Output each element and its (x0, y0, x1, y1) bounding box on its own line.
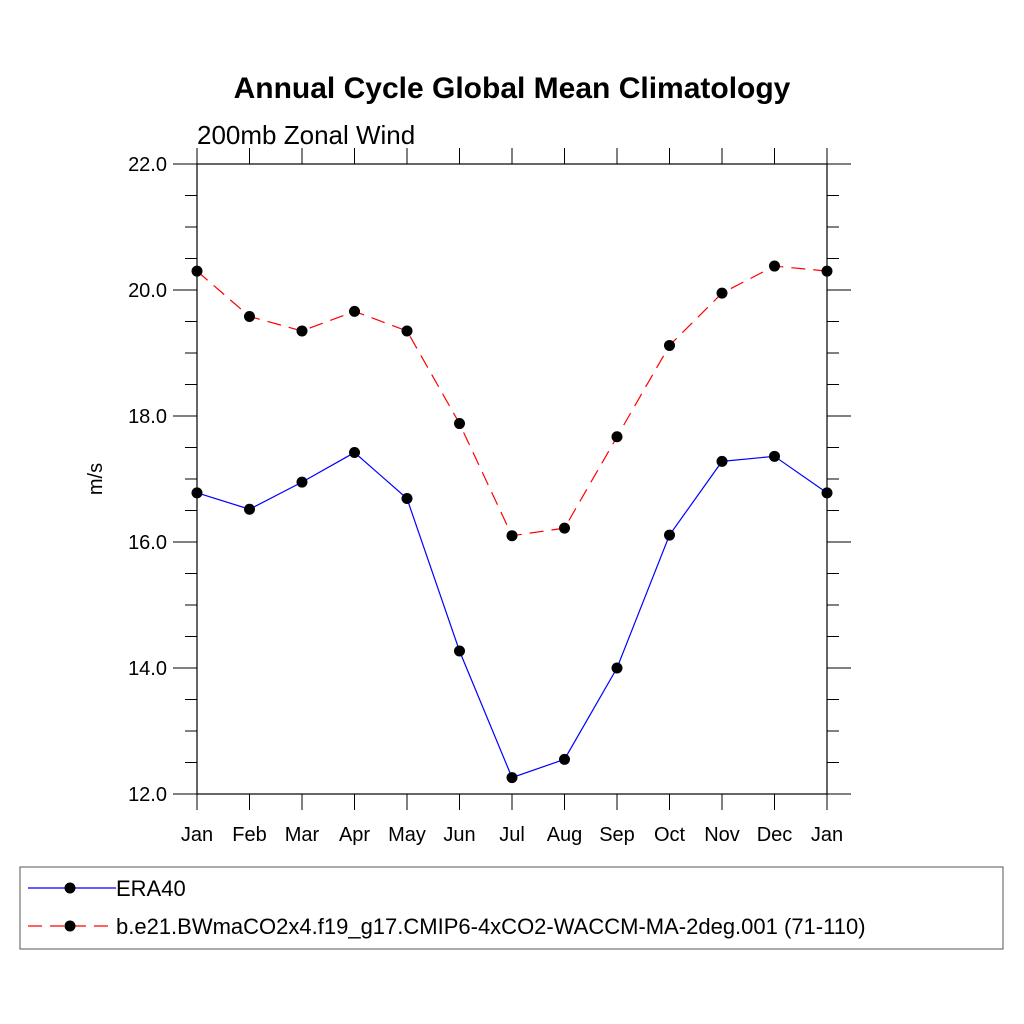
data-point (769, 450, 780, 462)
x-tick-label: Mar (285, 824, 320, 846)
y-tick-label: 22.0 (128, 154, 167, 176)
data-point (664, 339, 675, 351)
data-point (506, 772, 518, 784)
legend-entries: ERA40 b.e21.BWmaCO2x4.f19_g17.CMIP6-4xCO2… (28, 876, 866, 939)
series-line (196, 265, 828, 537)
legend-marker (64, 882, 76, 894)
y-tick-label: 14.0 (128, 658, 167, 680)
data-point (716, 287, 728, 299)
x-tick-label: Sep (599, 824, 635, 846)
y-tick-label: 18.0 (128, 406, 167, 428)
x-tick-label: Jun (443, 824, 475, 846)
data-point (506, 530, 518, 542)
x-tick-label: Jan (181, 824, 213, 846)
data-point (191, 487, 203, 499)
x-tick-label: Jan (811, 824, 843, 846)
data-point (611, 431, 623, 443)
x-tick-label: May (388, 824, 426, 846)
data-point (559, 522, 570, 534)
data-point (454, 418, 465, 430)
data-point (821, 487, 833, 499)
data-point (244, 310, 255, 322)
x-tick-label: Nov (704, 824, 740, 846)
legend-label: ERA40 (116, 876, 186, 901)
series-line (196, 451, 828, 779)
legend-box (19, 866, 1004, 950)
data-point (349, 305, 360, 317)
data-point (454, 645, 465, 657)
chart-subtitle: 200mb Zonal Wind (197, 120, 415, 150)
data-point (559, 753, 570, 765)
data-point (296, 325, 308, 337)
tick-labels: 12.0 14.0 16.0 18.0 20.0 22.0 Jan Feb Mar Apr May J… (128, 154, 843, 846)
data-point (401, 325, 413, 337)
data-point (401, 493, 413, 505)
series-layer (191, 260, 833, 784)
data-point (191, 265, 203, 277)
x-tick-label: Oct (654, 824, 686, 846)
x-tick-label: Jul (499, 824, 525, 846)
x-tick-label: Feb (232, 824, 266, 846)
data-point (349, 447, 360, 459)
x-tick-label: Aug (547, 824, 583, 846)
y-tick-label: 20.0 (128, 280, 167, 302)
y-tick-label: 12.0 (128, 784, 167, 806)
chart-title: Annual Cycle Global Mean Climatology (234, 72, 791, 105)
y-axis-label: m/s (85, 463, 107, 495)
data-point (769, 260, 780, 272)
data-point (716, 455, 728, 467)
data-point (821, 265, 833, 277)
data-point (244, 503, 255, 515)
x-tick-label: Apr (339, 824, 370, 846)
data-point (296, 476, 308, 488)
y-tick-label: 16.0 (128, 532, 167, 554)
data-point (611, 662, 623, 674)
plot-frame (196, 163, 828, 795)
legend: ERA40 b.e21.BWmaCO2x4.f19_g17.CMIP6-4xCO2… (19, 866, 1004, 950)
data-point (664, 529, 675, 541)
x-tick-label: Dec (757, 824, 793, 846)
legend-label: b.e21.BWmaCO2x4.f19_g17.CMIP6-4xCO2-WACC… (116, 914, 866, 939)
legend-marker (64, 920, 76, 932)
axis-ticks (173, 148, 851, 810)
